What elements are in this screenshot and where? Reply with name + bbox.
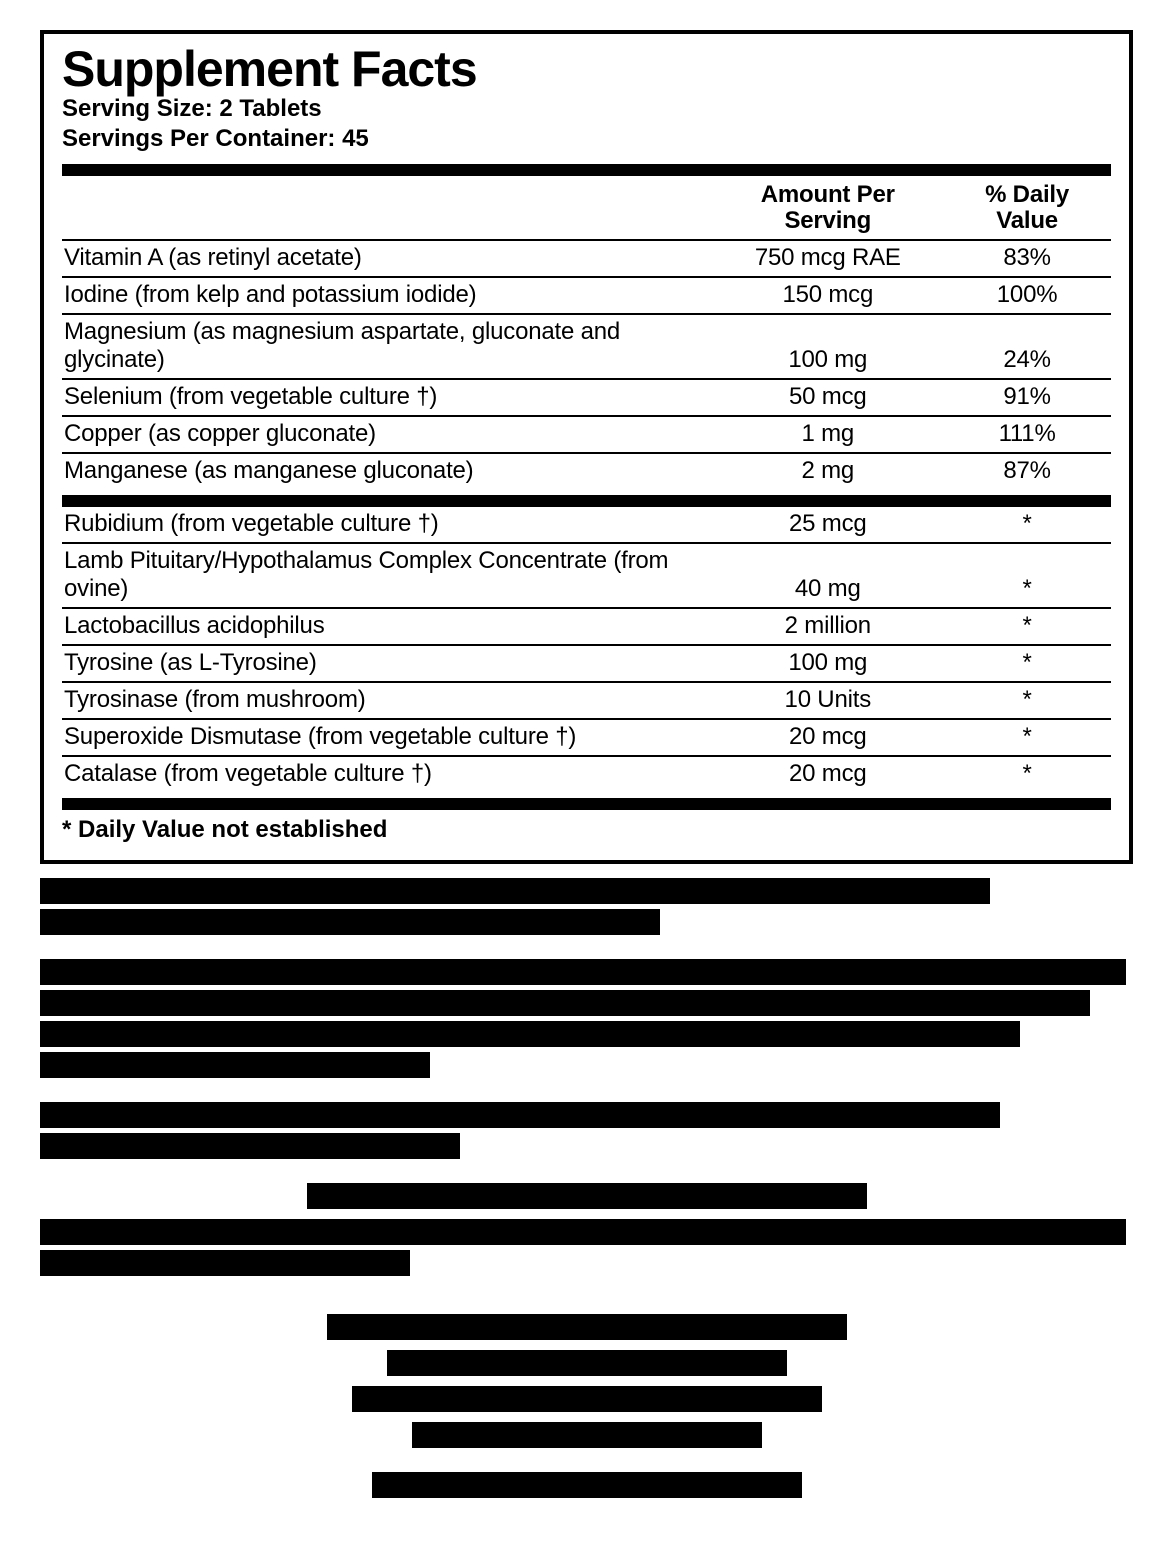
ingredient-amount: 2 mg	[712, 453, 943, 489]
ingredient-name: Tyrosinase (from mushroom)	[62, 682, 712, 719]
ingredient-name: Magnesium (as magnesium aspartate, gluco…	[62, 314, 712, 379]
redacted-line	[40, 1133, 460, 1159]
table-row: Selenium (from vegetable culture †)50 mc…	[62, 379, 1111, 416]
redacted-line	[372, 1472, 802, 1498]
ingredient-dv: 111%	[943, 416, 1111, 453]
divider-bar	[62, 798, 1111, 810]
panel-title: Supplement Facts	[62, 44, 1111, 94]
ingredient-dv: *	[943, 756, 1111, 792]
table-row: Magnesium (as magnesium aspartate, gluco…	[62, 314, 1111, 379]
facts-table: Amount Per Serving % Daily Value Vitamin…	[62, 176, 1111, 489]
ingredient-amount: 20 mcg	[712, 756, 943, 792]
ingredient-amount: 2 million	[712, 608, 943, 645]
ingredient-name: Lamb Pituitary/Hypothalamus Complex Conc…	[62, 543, 712, 608]
table-row: Vitamin A (as retinyl acetate)750 mcg RA…	[62, 240, 1111, 277]
ingredient-name: Catalase (from vegetable culture †)	[62, 756, 712, 792]
table-row: Rubidium (from vegetable culture †)25 mc…	[62, 507, 1111, 543]
redacted-line	[412, 1422, 762, 1448]
ingredient-name: Copper (as copper gluconate)	[62, 416, 712, 453]
ingredient-name: Lactobacillus acidophilus	[62, 608, 712, 645]
col-header-name	[62, 176, 712, 240]
ingredient-dv: 87%	[943, 453, 1111, 489]
redacted-line	[40, 990, 1090, 1016]
ingredient-amount: 20 mcg	[712, 719, 943, 756]
ingredient-dv: 100%	[943, 277, 1111, 314]
ingredient-name: Rubidium (from vegetable culture †)	[62, 507, 712, 543]
redacted-line	[40, 959, 1126, 985]
ingredient-dv: 91%	[943, 379, 1111, 416]
divider-bar	[62, 164, 1111, 176]
table-row: Tyrosine (as L-Tyrosine)100 mg*	[62, 645, 1111, 682]
divider-bar	[62, 495, 1111, 507]
ingredient-amount: 50 mcg	[712, 379, 943, 416]
ingredient-amount: 25 mcg	[712, 507, 943, 543]
ingredient-dv: 24%	[943, 314, 1111, 379]
ingredient-dv: *	[943, 682, 1111, 719]
redacted-line	[387, 1350, 787, 1376]
redacted-line	[40, 909, 660, 935]
redacted-line	[327, 1314, 847, 1340]
table-row: Catalase (from vegetable culture †)20 mc…	[62, 756, 1111, 792]
ingredient-dv: 83%	[943, 240, 1111, 277]
col-header-dv: % Daily Value	[943, 176, 1111, 240]
ingredient-amount: 1 mg	[712, 416, 943, 453]
serving-size: Serving Size: 2 Tablets	[62, 94, 1111, 124]
ingredient-name: Vitamin A (as retinyl acetate)	[62, 240, 712, 277]
ingredient-amount: 750 mcg RAE	[712, 240, 943, 277]
facts-table-section2: Rubidium (from vegetable culture †)25 mc…	[62, 507, 1111, 792]
ingredient-dv: *	[943, 507, 1111, 543]
redacted-line	[40, 1021, 1020, 1047]
ingredient-name: Superoxide Dismutase (from vegetable cul…	[62, 719, 712, 756]
ingredient-amount: 100 mg	[712, 645, 943, 682]
ingredient-name: Manganese (as manganese gluconate)	[62, 453, 712, 489]
redacted-line	[40, 1219, 1126, 1245]
table-row: Lactobacillus acidophilus2 million*	[62, 608, 1111, 645]
redacted-text-block	[40, 878, 1133, 1503]
redacted-line	[40, 1250, 410, 1276]
table-row: Tyrosinase (from mushroom)10 Units*	[62, 682, 1111, 719]
table-row: Lamb Pituitary/Hypothalamus Complex Conc…	[62, 543, 1111, 608]
redacted-line	[307, 1183, 867, 1209]
dv-not-established-note: * Daily Value not established	[62, 816, 1111, 844]
redacted-line	[40, 1102, 1000, 1128]
ingredient-dv: *	[943, 645, 1111, 682]
table-row: Manganese (as manganese gluconate)2 mg87…	[62, 453, 1111, 489]
redacted-line	[352, 1386, 822, 1412]
table-row: Copper (as copper gluconate)1 mg111%	[62, 416, 1111, 453]
ingredient-amount: 40 mg	[712, 543, 943, 608]
servings-per-container: Servings Per Container: 45	[62, 124, 1111, 154]
supplement-facts-panel: Supplement Facts Serving Size: 2 Tablets…	[40, 30, 1133, 864]
table-row: Superoxide Dismutase (from vegetable cul…	[62, 719, 1111, 756]
ingredient-amount: 10 Units	[712, 682, 943, 719]
ingredient-amount: 100 mg	[712, 314, 943, 379]
redacted-line	[40, 1052, 430, 1078]
col-header-amount: Amount Per Serving	[712, 176, 943, 240]
ingredient-name: Iodine (from kelp and potassium iodide)	[62, 277, 712, 314]
redacted-line	[40, 878, 990, 904]
ingredient-amount: 150 mcg	[712, 277, 943, 314]
ingredient-dv: *	[943, 543, 1111, 608]
ingredient-name: Selenium (from vegetable culture †)	[62, 379, 712, 416]
ingredient-name: Tyrosine (as L-Tyrosine)	[62, 645, 712, 682]
table-row: Iodine (from kelp and potassium iodide)1…	[62, 277, 1111, 314]
ingredient-dv: *	[943, 719, 1111, 756]
ingredient-dv: *	[943, 608, 1111, 645]
